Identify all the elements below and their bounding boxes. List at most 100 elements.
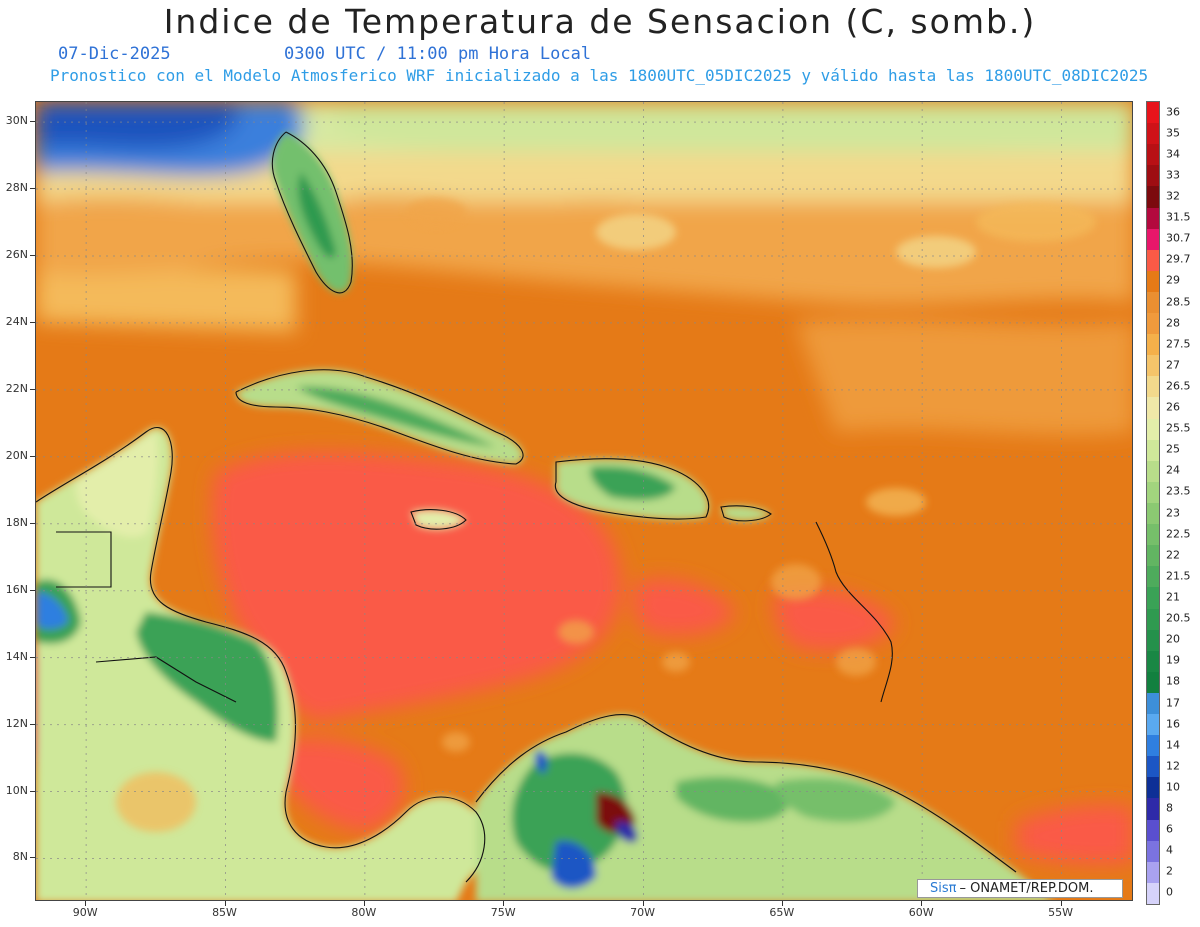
longitude-label: 65W <box>769 906 795 919</box>
heat-index-map <box>35 101 1133 901</box>
colorbar-label: 20.5 <box>1166 611 1191 625</box>
longitude-label: 60W <box>908 906 934 919</box>
ocean-patches <box>116 198 1096 832</box>
colorbar-segment <box>1147 207 1159 230</box>
latitude-label: 26N <box>5 247 28 261</box>
colorbar-segment <box>1147 819 1159 842</box>
latitude-label: 12N <box>5 716 28 730</box>
longitude-label: 85W <box>212 906 237 919</box>
colorbar-label: 0 <box>1166 885 1173 899</box>
colorbar-label: 29.7 <box>1166 252 1191 266</box>
graticule <box>36 102 1132 900</box>
colorbar-segment <box>1147 650 1159 673</box>
colorbar-label: 18 <box>1166 674 1180 688</box>
colorbar-label: 10 <box>1166 780 1180 794</box>
colorbar-segment <box>1147 186 1159 208</box>
latitude-tick <box>30 857 35 859</box>
colorbar-label: 30.7 <box>1166 231 1191 245</box>
latitude-label: 10N <box>5 783 28 797</box>
colorbar-segment <box>1147 418 1159 441</box>
longitude-label: 75W <box>490 906 516 919</box>
colorbar-segment <box>1147 545 1159 567</box>
map-title: Indice de Temperatura de Sensacion (C, s… <box>163 2 1037 41</box>
longitude-tick <box>781 901 783 906</box>
longitude-tick <box>224 901 226 906</box>
latitude-label: 30N <box>5 114 28 128</box>
colorbar-label: 26 <box>1166 400 1180 414</box>
colorbar-label: 34 <box>1166 147 1180 161</box>
colorbar <box>1146 101 1160 905</box>
colorbar-label: 28.5 <box>1166 295 1191 308</box>
colorbar-segment <box>1147 144 1159 166</box>
colorbar-label: 22 <box>1166 548 1180 562</box>
colorbar-label: 20 <box>1166 632 1180 646</box>
colorbar-label: 26.5 <box>1166 379 1191 393</box>
forecast-date: 07-Dic-2025 <box>58 44 171 64</box>
colorbar-segment <box>1147 777 1159 799</box>
latitude-tick <box>30 388 35 390</box>
colorbar-label: 27 <box>1166 358 1180 372</box>
colorbar-label: 31.5 <box>1166 210 1191 224</box>
longitude-tick <box>1060 901 1062 906</box>
latitude-tick <box>30 188 35 190</box>
credit-box: Sisπ – ONAMET/REP.DOM. <box>917 879 1123 898</box>
forecast-time: 0300 UTC / 11:00 pm Hora Local <box>284 44 592 64</box>
colorbar-label: 32 <box>1166 189 1180 203</box>
colorbar-label: 22.5 <box>1166 527 1191 541</box>
colorbar-label: 23.5 <box>1166 484 1191 498</box>
colorbar-label: 36 <box>1166 105 1180 119</box>
colorbar-label: 12 <box>1166 759 1180 773</box>
latitude-label: 22N <box>5 381 28 395</box>
latitude-tick <box>30 455 35 457</box>
colorbar-segment <box>1147 629 1159 652</box>
colorbar-segment <box>1147 861 1159 884</box>
longitude-label: 55W <box>1048 906 1073 919</box>
colorbar-label: 6 <box>1166 822 1173 836</box>
colorbar-label: 21.5 <box>1166 569 1191 583</box>
colorbar-segment <box>1147 882 1159 905</box>
latitude-tick <box>30 790 35 792</box>
longitude-tick <box>363 901 365 906</box>
colorbar-label: 24 <box>1166 463 1180 477</box>
latitude-tick <box>30 656 35 658</box>
colorbar-label: 25 <box>1166 442 1180 456</box>
colorbar-segment <box>1147 334 1159 356</box>
latitude-tick <box>30 589 35 591</box>
latitude-label: 24N <box>5 314 28 328</box>
colorbar-segment <box>1147 102 1159 124</box>
colorbar-segment <box>1147 798 1159 821</box>
latitude-label: 14N <box>5 649 28 663</box>
colorbar-segment <box>1147 249 1159 272</box>
colorbar-segment <box>1147 481 1159 504</box>
longitude-label: 70W <box>630 906 655 919</box>
latitude-label: 20N <box>5 448 28 462</box>
colorbar-label: 25.5 <box>1166 421 1191 435</box>
colorbar-segment <box>1147 671 1159 694</box>
credit-sis: Sisπ <box>930 881 957 896</box>
colorbar-segment <box>1147 397 1159 420</box>
latitude-tick <box>30 522 35 524</box>
latitude-tick <box>30 321 35 323</box>
longitude-tick <box>921 901 923 906</box>
colorbar-segment <box>1147 735 1159 757</box>
longitude-label: 90W <box>72 906 98 919</box>
map-canvas <box>36 102 1132 900</box>
colorbar-segment <box>1147 165 1159 187</box>
longitude-label: 80W <box>351 906 377 919</box>
latitude-label: 18N <box>5 515 28 529</box>
colorbar-segment <box>1147 587 1159 609</box>
longitude-tick <box>85 901 87 906</box>
colorbar-label: 19 <box>1166 653 1180 667</box>
colorbar-segment <box>1147 756 1159 778</box>
colorbar-label: 35 <box>1166 126 1180 140</box>
colorbar-label: 17 <box>1166 696 1180 709</box>
forecast-date-line: 07-Dic-2025 0300 UTC / 11:00 pm Hora Loc… <box>58 44 591 64</box>
colorbar-label: 8 <box>1166 801 1173 815</box>
latitude-tick <box>30 254 35 256</box>
latitude-label: 16N <box>5 582 28 596</box>
colorbar-segment <box>1147 566 1159 588</box>
colorbar-label: 4 <box>1166 843 1173 857</box>
colorbar-segment <box>1147 291 1159 314</box>
colorbar-segment <box>1147 524 1159 546</box>
latitude-tick <box>30 723 35 725</box>
